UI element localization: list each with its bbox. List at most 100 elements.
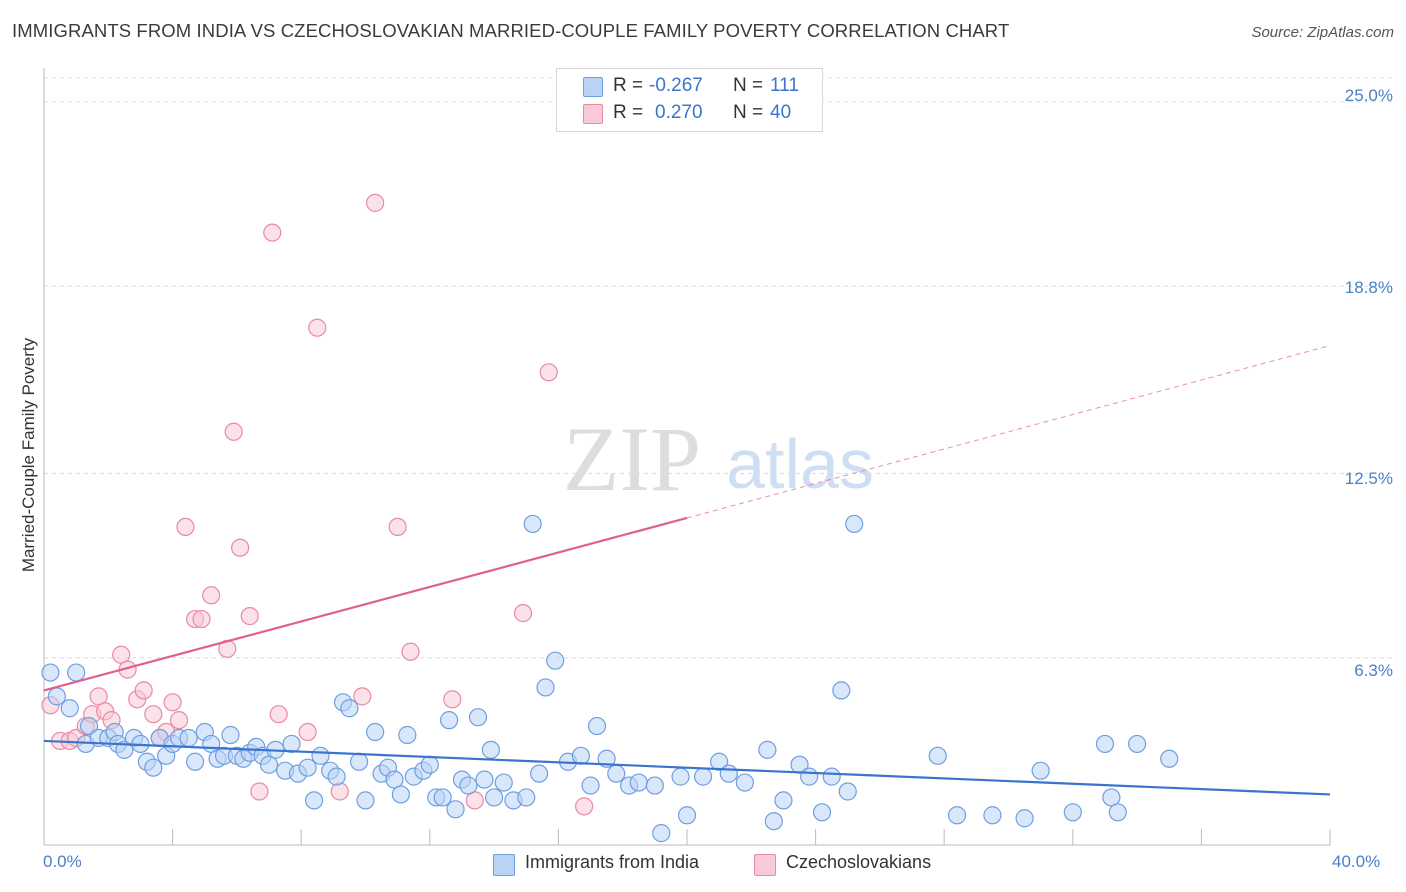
czech-point bbox=[163, 693, 182, 712]
czech-trend-extension bbox=[686, 345, 1331, 519]
czech-point bbox=[202, 586, 221, 605]
india-point bbox=[671, 767, 690, 786]
india-point bbox=[629, 773, 648, 792]
india-point bbox=[838, 782, 857, 801]
india-point bbox=[800, 767, 819, 786]
y-tick-label: 12.5% bbox=[1344, 469, 1393, 488]
czech-point bbox=[134, 681, 153, 700]
india-point bbox=[1127, 734, 1147, 754]
india-point bbox=[1015, 809, 1034, 828]
india-point bbox=[517, 788, 536, 807]
correlation-legend: R = -0.267 N = 111 R = 0.270 N = 40 bbox=[556, 68, 823, 132]
legend-label-czech: Czechoslovakians bbox=[786, 852, 932, 872]
india-point bbox=[446, 800, 465, 819]
india-point bbox=[311, 746, 330, 765]
czech-point bbox=[513, 604, 533, 623]
india-point bbox=[523, 514, 542, 534]
y-tick-label: 18.8% bbox=[1344, 278, 1393, 297]
india-point bbox=[391, 785, 410, 804]
india-point bbox=[459, 776, 478, 795]
legend-label-india: Immigrants from India bbox=[525, 852, 700, 872]
czech-point bbox=[263, 223, 282, 242]
india-point bbox=[468, 708, 488, 727]
czech-point bbox=[250, 782, 269, 801]
india-point bbox=[47, 687, 66, 706]
india-point bbox=[812, 803, 832, 822]
n-label: N = bbox=[733, 102, 764, 123]
czech-point bbox=[539, 363, 558, 382]
india-point bbox=[652, 824, 671, 843]
india-point bbox=[481, 740, 500, 759]
india-point bbox=[340, 699, 359, 718]
czech-point bbox=[240, 606, 259, 626]
y-axis-label: Married-Couple Family Poverty bbox=[19, 337, 38, 573]
czech-point bbox=[192, 609, 211, 629]
india-point bbox=[356, 791, 375, 810]
chart-title: IMMIGRANTS FROM INDIA VS CZECHOSLOVAKIAN… bbox=[12, 20, 1010, 41]
czech-point bbox=[401, 642, 420, 661]
india-point bbox=[327, 767, 346, 786]
india-point bbox=[1031, 761, 1050, 780]
india-point bbox=[571, 746, 591, 765]
india-point bbox=[546, 651, 565, 670]
india-point bbox=[79, 716, 99, 736]
india-point bbox=[587, 716, 607, 736]
n-label: N = bbox=[733, 75, 764, 96]
india-point bbox=[983, 806, 1002, 825]
india-trend-line bbox=[43, 739, 1331, 796]
y-tick-label: 25.0% bbox=[1344, 86, 1393, 105]
czech-point bbox=[231, 538, 250, 557]
india-point bbox=[349, 752, 369, 771]
czech-point bbox=[366, 193, 385, 212]
n-value-czech: 40 bbox=[770, 102, 792, 123]
legend-swatch-india bbox=[583, 77, 603, 97]
india-point bbox=[597, 749, 616, 768]
czech-point bbox=[353, 687, 372, 706]
india-point bbox=[1095, 734, 1115, 754]
watermark-atlas: atlas bbox=[726, 425, 874, 503]
india-point bbox=[845, 514, 864, 534]
czech-point bbox=[169, 711, 189, 730]
r-value-czech: 0.270 bbox=[655, 102, 703, 123]
india-point bbox=[221, 725, 240, 745]
legend-swatch-czech bbox=[583, 104, 603, 124]
czech-point bbox=[575, 797, 594, 816]
r-value-india: -0.267 bbox=[649, 75, 703, 96]
india-point bbox=[475, 770, 494, 789]
r-label: R = bbox=[613, 75, 644, 96]
source-credit: Source: ZipAtlas.com bbox=[1251, 24, 1394, 41]
czech-point bbox=[144, 705, 163, 724]
czech-point bbox=[298, 722, 317, 742]
india-point bbox=[433, 788, 452, 807]
india-point bbox=[282, 734, 301, 754]
india-point bbox=[719, 764, 738, 783]
india-point bbox=[677, 806, 697, 825]
india-point bbox=[607, 764, 626, 783]
watermark-zip: ZIP bbox=[563, 408, 701, 510]
india-point bbox=[581, 776, 600, 795]
india-point bbox=[304, 791, 324, 810]
india-point bbox=[494, 773, 513, 792]
india-point bbox=[530, 764, 549, 783]
india-point bbox=[41, 663, 60, 682]
india-point bbox=[67, 663, 86, 682]
czech-point bbox=[330, 782, 349, 801]
india-point bbox=[536, 678, 555, 697]
india-point bbox=[645, 776, 664, 795]
india-point bbox=[822, 767, 841, 786]
india-point bbox=[366, 722, 385, 742]
india-point bbox=[947, 806, 967, 825]
x-tick-label: 40.0% bbox=[1332, 852, 1381, 871]
india-point bbox=[1063, 803, 1082, 822]
india-point bbox=[115, 740, 134, 759]
legend-swatch-india bbox=[493, 854, 515, 876]
czech-point bbox=[308, 318, 327, 337]
series-legend: Immigrants from India Czechoslovakians bbox=[0, 852, 1406, 878]
india-point bbox=[420, 755, 439, 774]
india-point bbox=[758, 740, 777, 759]
india-point bbox=[144, 758, 163, 777]
r-label: R = bbox=[613, 102, 644, 123]
india-point bbox=[298, 758, 317, 777]
czech-point bbox=[224, 422, 243, 441]
